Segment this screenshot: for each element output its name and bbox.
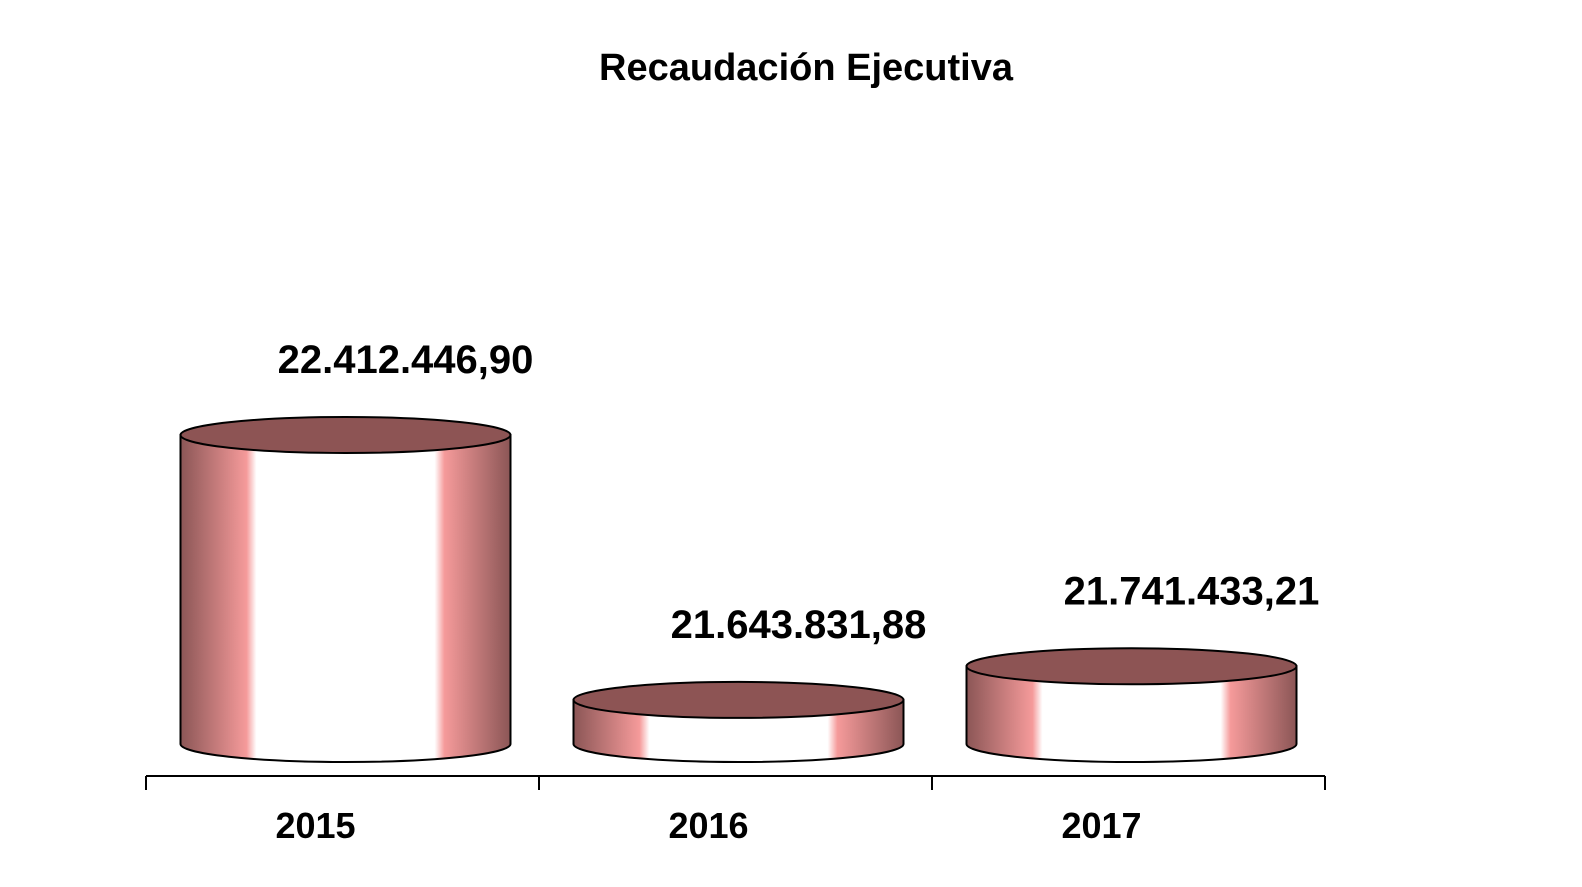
cylinder-body <box>179 434 512 763</box>
cylinder-top <box>572 680 905 719</box>
chart-title: Recaudación Ejecutiva <box>599 47 1014 89</box>
data-labels-layer: 22.412.446,90 21.643.831,88 21.741.433,21 <box>278 338 1320 647</box>
x-tick-label: 2016 <box>668 805 748 846</box>
x-tick-label: 2015 <box>275 805 355 846</box>
cylinder-bar <box>572 680 905 763</box>
x-tick-labels: 2015 2016 2017 <box>275 805 1141 846</box>
cylinder-top <box>965 647 1298 686</box>
x-axis <box>145 775 1326 790</box>
data-label: 21.741.433,21 <box>1064 569 1320 613</box>
cylinder-bar <box>965 647 1298 763</box>
data-label: 21.643.831,88 <box>671 603 927 647</box>
cylinder-body <box>965 665 1298 763</box>
cylinder-bar <box>179 416 512 763</box>
x-tick-label: 2017 <box>1061 805 1141 846</box>
data-label: 22.412.446,90 <box>278 338 534 382</box>
bars-layer <box>179 416 1298 763</box>
cylinder-top <box>179 416 512 454</box>
